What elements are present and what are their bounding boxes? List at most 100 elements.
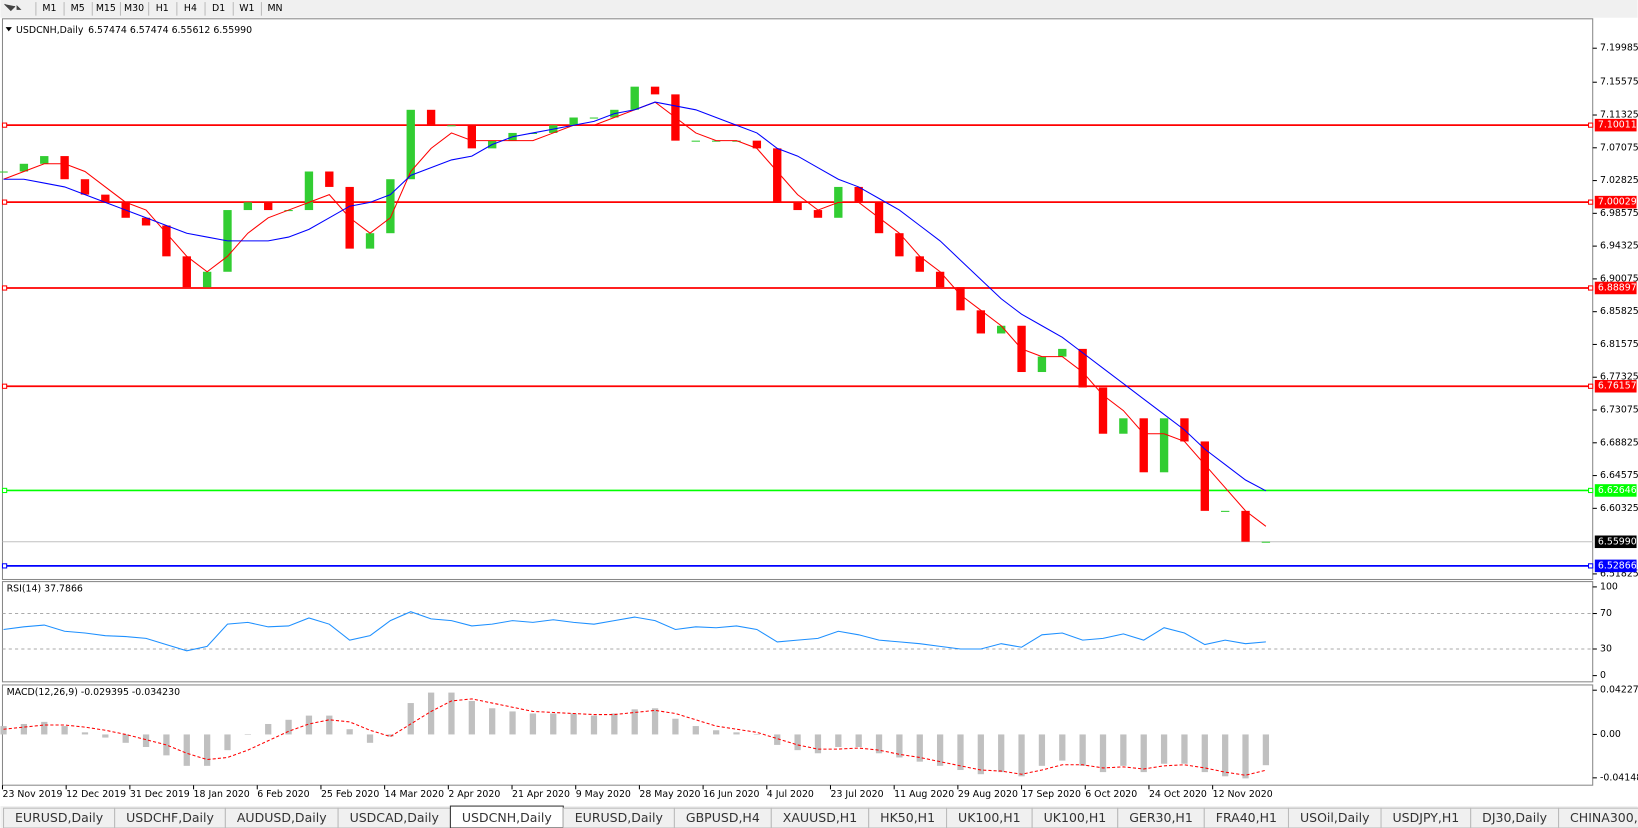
candle [1098, 387, 1108, 434]
candle [406, 109, 415, 180]
symbol-title: USDCNH,Daily [16, 25, 84, 36]
timeframe-button[interactable]: M30 [124, 3, 144, 14]
candle [447, 125, 456, 127]
candle [997, 325, 1006, 334]
macd-histogram-bar [1120, 734, 1127, 766]
candle [101, 194, 110, 203]
x-tick-label: 12 Dec 2019 [66, 789, 126, 800]
x-tick-label: 18 Jan 2020 [194, 789, 250, 800]
candle [854, 186, 863, 203]
macd-histogram-bar [998, 734, 1005, 773]
level-handle [1, 122, 8, 128]
y-tick-label: 6.94325 [1600, 241, 1638, 252]
timeframe-button[interactable]: W1 [239, 3, 254, 14]
macd-histogram-bar [448, 692, 455, 735]
tab-label[interactable]: CHINA300,H1 [1570, 810, 1638, 825]
level-handle [1, 199, 8, 205]
tab-label[interactable]: USDCNH,Daily [462, 810, 552, 825]
timeframe-button[interactable]: M1 [42, 3, 56, 14]
timeframe-button[interactable]: M5 [71, 3, 85, 14]
tab-label[interactable]: USDCAD,Daily [350, 810, 440, 825]
timeframe-button[interactable]: H4 [184, 3, 197, 14]
macd-signal-line [3, 698, 1267, 776]
tab-label[interactable]: DJ30,Daily [1482, 810, 1547, 825]
macd-histogram-bar [529, 713, 537, 735]
current-price-box [1594, 535, 1637, 549]
timeframe-button[interactable]: H1 [156, 3, 169, 14]
level-label-box [1594, 559, 1637, 573]
candle [1058, 348, 1067, 357]
x-tick-label: 24 Oct 2020 [1149, 789, 1207, 800]
moving-average-slow [3, 101, 1267, 492]
tab-label[interactable]: UK100,H1 [1044, 810, 1107, 825]
tab-label[interactable]: USDJPY,H1 [1393, 810, 1460, 825]
level-label: 6.88897 [1598, 282, 1637, 293]
level-label: 6.76157 [1598, 381, 1637, 392]
tab-label[interactable]: GBPUSD,H4 [686, 810, 760, 825]
macd-histogram-bar [1160, 734, 1168, 764]
candle [569, 117, 578, 126]
macd-histogram-bar [366, 734, 374, 743]
level-label-box [1594, 281, 1637, 295]
macd-histogram-bar [204, 734, 211, 766]
macd-tick-label: 0.00 [1600, 729, 1621, 740]
candle [773, 148, 782, 203]
macd-histogram-bar [1079, 734, 1086, 766]
current-price-label: 6.55990 [1598, 536, 1637, 547]
macd-histogram-bar [855, 734, 862, 747]
rsi-line [3, 611, 1266, 652]
macd-histogram-bar [1201, 734, 1208, 773]
timeframe-button[interactable]: MN [267, 3, 282, 14]
macd-histogram-bar [407, 703, 414, 735]
y-tick-label: 7.19985 [1600, 43, 1638, 54]
macd-title: MACD(12,26,9) -0.029395 -0.034230 [7, 687, 180, 698]
candle [752, 140, 762, 149]
y-tick-label: 6.64575 [1600, 470, 1638, 481]
y-tick-label: 6.85825 [1600, 306, 1638, 317]
tab-label[interactable]: GER30,H1 [1129, 810, 1193, 825]
tab-label[interactable]: USOil,Daily [1300, 810, 1370, 825]
toolbar-icon[interactable] [4, 3, 22, 12]
macd-histogram-bar [1222, 734, 1229, 777]
candle [1159, 418, 1169, 473]
tab-label[interactable]: EURUSD,Daily [15, 810, 104, 825]
x-tick-label: 4 Jul 2020 [767, 789, 814, 800]
level-handle [1588, 383, 1594, 389]
tab-label[interactable]: UK100,H1 [958, 810, 1021, 825]
x-tick-label: 25 Feb 2020 [321, 789, 379, 800]
macd-histogram-bar [1140, 734, 1147, 773]
candle [1261, 541, 1271, 543]
candle [386, 179, 395, 234]
macd-histogram-bar [489, 708, 496, 735]
timeframe-button[interactable]: M15 [96, 3, 116, 14]
macd-histogram-bar [875, 734, 883, 754]
tab-label[interactable]: AUDUSD,Daily [237, 810, 327, 825]
tab-label[interactable]: EURUSD,Daily [575, 810, 664, 825]
macd-histogram-bar [265, 723, 272, 735]
tab-label[interactable]: FRA40,H1 [1216, 810, 1277, 825]
y-tick-label: 7.02825 [1600, 175, 1638, 186]
level-handle [1, 285, 8, 291]
candle [202, 271, 212, 288]
y-tick-label: 7.15575 [1600, 77, 1638, 88]
candle [915, 256, 924, 272]
tab-label[interactable]: XAUUSD,H1 [783, 810, 857, 825]
tab-label[interactable]: HK50,H1 [880, 810, 935, 825]
tab-label[interactable]: USDCHF,Daily [126, 810, 214, 825]
macd-histogram-bar [916, 734, 923, 762]
macd-histogram-bar [183, 734, 190, 766]
candle [60, 156, 69, 180]
candle [650, 86, 660, 95]
macd-histogram-bar [550, 713, 557, 735]
collapse-arrow[interactable] [5, 27, 12, 32]
macd-histogram-bar [957, 734, 964, 771]
timeframe-button[interactable]: D1 [212, 3, 225, 14]
macd-panel [1, 684, 1594, 786]
macd-histogram-bar [977, 734, 984, 775]
candle [1037, 356, 1047, 373]
macd-tick-label: 0.042275 [1600, 685, 1638, 696]
x-tick-label: 31 Dec 2019 [130, 789, 190, 800]
macd-histogram-bar [387, 734, 394, 737]
macd-histogram-bar [814, 734, 822, 754]
macd-histogram-bar [794, 734, 801, 751]
